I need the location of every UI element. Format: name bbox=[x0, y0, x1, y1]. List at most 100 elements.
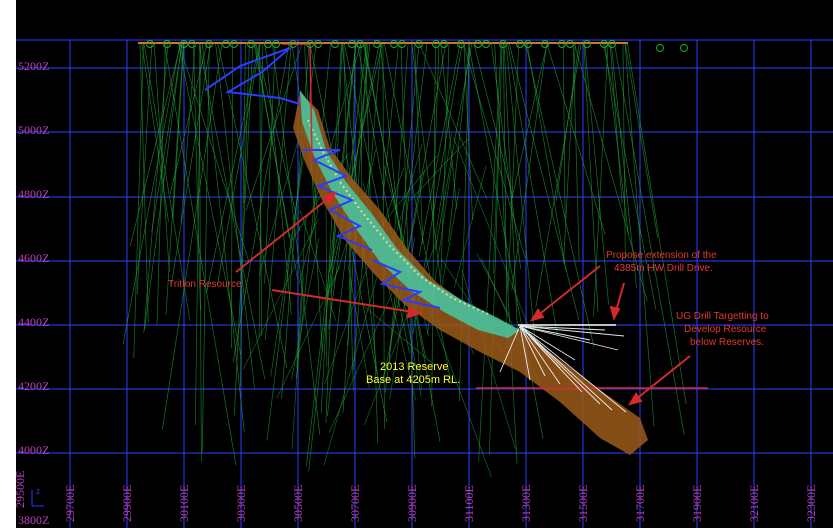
drill-trace bbox=[240, 43, 246, 387]
easting-label-30300E: 30300E bbox=[234, 485, 248, 522]
drill-trace bbox=[129, 43, 181, 247]
drill-trace bbox=[206, 43, 260, 293]
drill-trace bbox=[305, 43, 357, 467]
orebody-speckle bbox=[307, 119, 489, 315]
ug-drill-label-line3: below Reserves. bbox=[690, 337, 764, 348]
easting-label-30900E: 30900E bbox=[405, 485, 419, 522]
drill-trace bbox=[347, 264, 370, 388]
drill-trace bbox=[503, 43, 508, 349]
drill-trace bbox=[562, 43, 566, 219]
drill-collar bbox=[314, 40, 322, 48]
ug-arrow bbox=[629, 355, 691, 405]
drill-collar bbox=[474, 40, 482, 48]
proposed-arrow-1-head bbox=[529, 308, 545, 322]
elevation-labels: 5200Z 5000Z 4800Z 4600Z 4400Z 4200Z 4000Z 3800Z bbox=[18, 59, 49, 527]
drill-trace bbox=[193, 43, 201, 311]
planned-hole bbox=[519, 325, 561, 385]
drill-trace bbox=[259, 43, 262, 336]
drill-trace bbox=[509, 43, 580, 321]
drill-trace bbox=[324, 167, 405, 385]
drill-collar bbox=[180, 40, 188, 48]
planned-hole bbox=[519, 325, 606, 331]
drill-collar bbox=[348, 40, 356, 48]
drill-trace bbox=[325, 185, 328, 367]
easting-label-31100E: 31100E bbox=[462, 485, 476, 522]
easting-labels: 29700E 29900E 30100E 30300E 30500E 30700E 3090… bbox=[16, 471, 818, 522]
drill-trace bbox=[320, 43, 342, 413]
elevation-label-4800Z: 4800Z bbox=[18, 187, 49, 201]
tritton-arrow-2-head bbox=[406, 306, 423, 319]
drill-trace bbox=[258, 124, 304, 276]
easting-label-31700E: 31700E bbox=[633, 485, 647, 522]
planned-hole bbox=[519, 325, 613, 411]
drill-collar bbox=[541, 40, 549, 48]
drill-trace bbox=[546, 43, 606, 235]
easting-label-30700E: 30700E bbox=[348, 485, 362, 522]
drill-trace bbox=[535, 43, 582, 308]
drill-trace bbox=[463, 43, 473, 221]
drill-trace bbox=[298, 209, 319, 285]
drill-trace bbox=[253, 43, 299, 280]
drill-trace bbox=[525, 43, 595, 347]
section-viewport[interactable]: Tritton Resource Propose extension of th… bbox=[16, 0, 833, 528]
drill-trace bbox=[201, 43, 210, 453]
proposed-arrow-1 bbox=[531, 265, 601, 321]
easting-label-31900E: 31900E bbox=[690, 485, 704, 522]
drill-trace bbox=[418, 43, 461, 257]
easting-label-31500E: 31500E bbox=[576, 485, 590, 522]
drill-collar bbox=[188, 40, 196, 48]
easting-label-32300E: 32300E bbox=[804, 485, 818, 522]
drill-collar bbox=[524, 40, 532, 48]
drill-trace bbox=[136, 43, 153, 295]
drill-collar bbox=[289, 40, 297, 48]
drill-trace bbox=[432, 43, 440, 219]
ug-drill-label-line2: Develop Resource bbox=[684, 324, 767, 335]
elevation-label-4600Z: 4600Z bbox=[18, 251, 49, 265]
proposed-arrow-2-head bbox=[609, 305, 621, 321]
drill-trace bbox=[217, 43, 288, 368]
drill-trace bbox=[388, 43, 420, 359]
drill-trace bbox=[609, 43, 623, 204]
ug-arrow-head bbox=[627, 392, 643, 406]
planned-hole bbox=[519, 325, 619, 351]
drill-collar bbox=[331, 40, 339, 48]
drill-trace bbox=[291, 277, 304, 450]
drill-collar bbox=[390, 40, 398, 48]
drill-trace bbox=[458, 43, 470, 402]
drill-trace bbox=[325, 43, 343, 423]
drill-trace bbox=[291, 237, 320, 380]
drill-trace bbox=[245, 43, 303, 212]
drill-trace bbox=[505, 43, 537, 350]
drill-collar bbox=[356, 40, 364, 48]
drill-collar bbox=[272, 40, 280, 48]
drill-trace bbox=[494, 43, 518, 465]
drill-trace bbox=[490, 43, 522, 270]
drill-collar bbox=[482, 40, 490, 48]
drill-trace bbox=[382, 43, 399, 201]
drill-trace bbox=[476, 252, 510, 316]
drill-collar bbox=[398, 40, 406, 48]
drill-trace bbox=[165, 43, 184, 316]
drill-trace bbox=[478, 43, 502, 462]
drill-collar bbox=[440, 40, 448, 48]
elevation-label-4200Z: 4200Z bbox=[18, 379, 49, 393]
drill-trace bbox=[492, 142, 499, 274]
drill-collars bbox=[146, 40, 688, 52]
elevation-label-4000Z: 4000Z bbox=[18, 443, 49, 457]
drill-trace bbox=[362, 304, 435, 366]
proposed-extension-label-line2: 4385m HW Drill Drive. bbox=[614, 263, 713, 274]
drill-trace bbox=[233, 43, 254, 416]
drill-trace bbox=[139, 43, 149, 323]
drill-collar bbox=[306, 40, 314, 48]
drill-trace bbox=[440, 43, 457, 209]
drill-trace bbox=[452, 136, 529, 325]
drill-collar bbox=[583, 40, 591, 48]
drill-collar bbox=[566, 40, 574, 48]
tritton-arrow-1-head bbox=[322, 191, 337, 206]
drill-trace bbox=[624, 43, 655, 427]
drill-trace bbox=[143, 43, 169, 334]
drill-trace bbox=[526, 43, 567, 272]
drill-collar bbox=[415, 40, 423, 48]
drill-collar bbox=[146, 40, 154, 48]
drill-collar bbox=[558, 40, 566, 48]
